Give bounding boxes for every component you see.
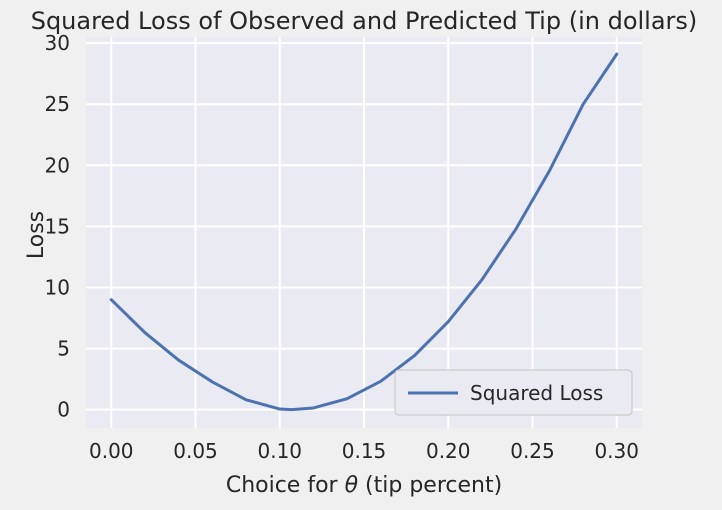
y-tick-label: 20 <box>45 153 70 177</box>
x-axis-label-suffix: (tip percent) <box>358 473 502 498</box>
y-axis-ticks: 0 5 10 15 20 25 30 <box>45 31 70 422</box>
x-tick-label: 0.05 <box>173 439 218 463</box>
x-tick-label: 0.20 <box>426 439 471 463</box>
x-tick-label: 0.10 <box>257 439 302 463</box>
x-tick-label: 0.25 <box>510 439 555 463</box>
grid <box>86 37 642 428</box>
y-tick-label: 5 <box>57 337 70 361</box>
y-tick-label: 25 <box>45 92 70 116</box>
series-line-squared-loss <box>109 52 619 412</box>
legend-box <box>394 369 633 416</box>
x-tick-label: 0.30 <box>594 439 639 463</box>
legend-label-squared-loss: Squared Loss <box>470 381 603 405</box>
x-axis-label-prefix: Choice for <box>226 473 345 498</box>
y-tick-label: 0 <box>57 398 70 422</box>
y-tick-label: 10 <box>45 275 70 299</box>
x-tick-label: 0.15 <box>342 439 387 463</box>
x-axis-ticks: 0.00 0.05 0.10 0.15 0.20 0.25 0.30 <box>89 439 639 463</box>
x-axis-label-symbol: θ <box>345 473 359 498</box>
y-tick-label: 30 <box>45 31 70 55</box>
y-axis-label: Loss <box>24 211 49 259</box>
y-tick-label: 15 <box>45 214 70 238</box>
x-tick-label: 0.00 <box>89 439 134 463</box>
legend: Squared Loss <box>394 369 633 416</box>
chart-title: Squared Loss of Observed and Predicted T… <box>31 7 698 35</box>
x-axis-label: Choice for θ (tip percent) <box>226 473 502 498</box>
